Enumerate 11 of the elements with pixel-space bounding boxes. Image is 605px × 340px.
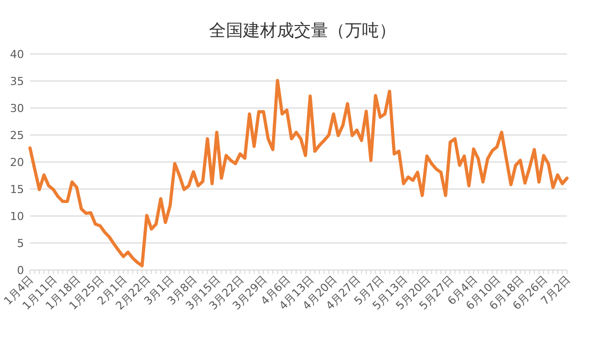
y-tick-label: 5: [17, 237, 24, 250]
y-tick-label: 20: [10, 156, 24, 169]
y-tick-label: 35: [10, 75, 24, 88]
y-tick-label: 10: [10, 210, 24, 223]
y-tick-label: 15: [10, 183, 24, 196]
y-tick-label: 25: [10, 129, 24, 142]
chart-title: 全国建材成交量（万吨）: [209, 21, 396, 41]
y-tick-label: 0: [17, 264, 24, 277]
line-series: [28, 78, 569, 268]
y-tick-label: 30: [10, 102, 24, 115]
y-tick-label: 40: [10, 48, 24, 61]
